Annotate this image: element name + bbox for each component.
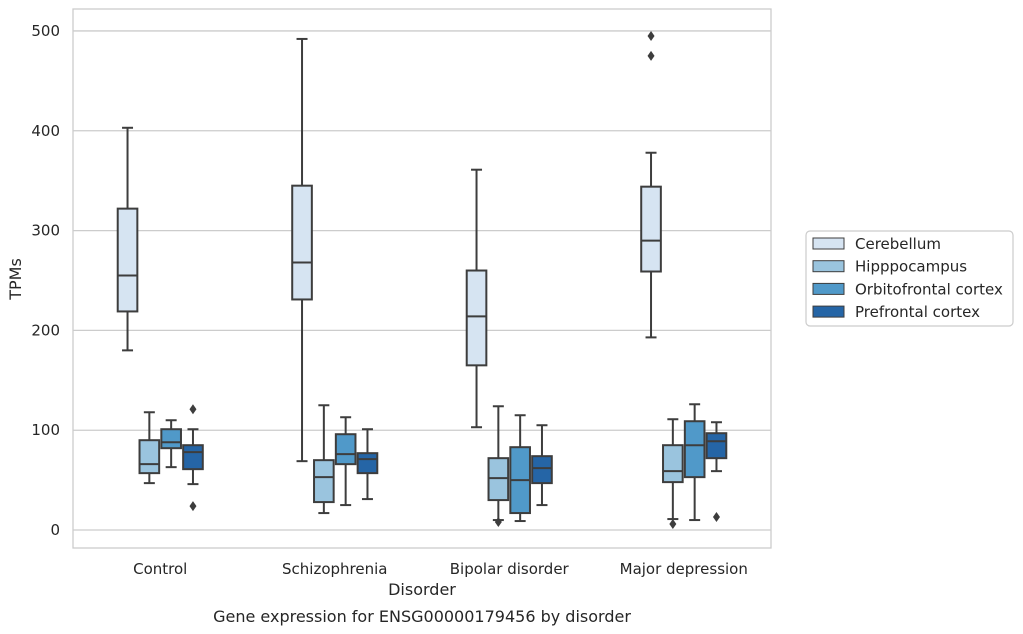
box-orbitofrontal-cortex xyxy=(160,419,182,469)
x-tick-label: Schizophrenia xyxy=(282,560,387,578)
iqr-box xyxy=(531,455,553,485)
box-hipppocampus xyxy=(138,411,161,485)
iqr-box xyxy=(683,420,706,479)
box-cerebellum xyxy=(291,37,313,463)
y-tick-label: 400 xyxy=(31,122,60,140)
plot-frame xyxy=(72,8,772,549)
chart-caption: Gene expression for ENSG00000179456 by d… xyxy=(213,607,631,626)
outlier-point xyxy=(189,501,197,512)
x-tick-label: Control xyxy=(133,560,187,578)
y-tick-label: 0 xyxy=(50,521,60,539)
iqr-box xyxy=(313,459,335,504)
iqr-box xyxy=(291,184,313,301)
iqr-box xyxy=(182,444,204,471)
outlier-point xyxy=(647,30,655,41)
outlier-point xyxy=(647,50,655,61)
legend: Cerebellum Hipppocampus Orbitofrontal cort… xyxy=(805,230,1014,327)
x-tick-label: Bipolar disorder xyxy=(450,560,570,578)
box-orbitofrontal-cortex xyxy=(683,403,706,522)
legend-label: Orbitofrontal cortex xyxy=(855,280,1003,298)
box-prefrontal-cortex xyxy=(356,428,379,501)
outlier-point xyxy=(669,519,677,530)
iqr-box xyxy=(116,207,139,313)
outlier-point xyxy=(189,404,197,415)
legend-frame xyxy=(805,230,1014,327)
y-tick-label: 200 xyxy=(31,321,60,339)
x-axis-title: Disorder xyxy=(388,580,456,599)
box-cerebellum xyxy=(116,126,139,352)
iqr-box xyxy=(334,433,357,466)
y-axis-ticks: 0 100 200 300 400 500 xyxy=(31,22,60,539)
iqr-box xyxy=(662,444,684,484)
y-tick-label: 300 xyxy=(31,222,60,240)
x-tick-label: Major depression xyxy=(620,560,748,578)
box-prefrontal-cortex xyxy=(182,404,204,512)
box-cerebellum xyxy=(465,168,488,429)
box-prefrontal-cortex xyxy=(531,424,553,507)
plot-boxes xyxy=(116,30,728,530)
legend-swatch xyxy=(812,260,845,273)
iqr-box xyxy=(640,185,662,273)
iqr-box xyxy=(465,269,488,367)
box-hipppocampus xyxy=(662,418,684,530)
box-hipppocampus xyxy=(313,404,335,515)
outlier-point xyxy=(494,517,502,528)
y-axis-title: TPMs xyxy=(6,258,25,301)
iqr-box xyxy=(356,452,379,475)
legend-swatch xyxy=(812,305,845,318)
box-cerebellum xyxy=(640,30,662,339)
legend-label: Hipppocampus xyxy=(855,258,967,276)
x-axis-ticks: Control Schizophrenia Bipolar disorder Majo… xyxy=(133,560,748,578)
outlier-point xyxy=(712,512,720,523)
box-orbitofrontal-cortex xyxy=(509,414,531,523)
legend-label: Prefrontal cortex xyxy=(855,303,980,321)
box-hipppocampus xyxy=(487,405,510,528)
y-tick-label: 500 xyxy=(31,22,60,40)
box-orbitofrontal-cortex xyxy=(334,416,357,507)
box-prefrontal-cortex xyxy=(705,421,728,523)
legend-label: Cerebellum xyxy=(855,235,941,253)
legend-swatch xyxy=(812,282,845,295)
legend-swatch xyxy=(812,237,845,250)
y-tick-label: 100 xyxy=(31,421,60,439)
iqr-box xyxy=(705,432,728,460)
iqr-box xyxy=(138,439,161,475)
iqr-box xyxy=(160,428,182,450)
